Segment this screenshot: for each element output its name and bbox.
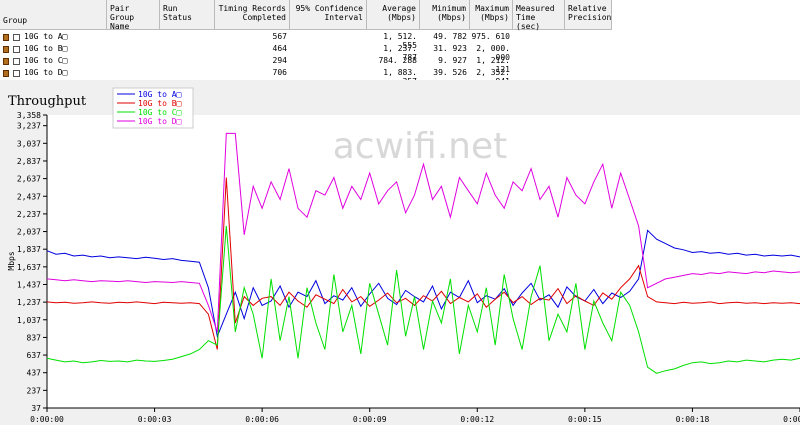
row-icon [3, 34, 9, 41]
column-header: Minimum (Mbps) [420, 0, 470, 30]
y-tick-label: 37 [31, 404, 41, 413]
column-header: Run Status [160, 0, 215, 30]
y-tick-label: 837 [27, 333, 42, 342]
y-tick-label: 637 [27, 351, 42, 360]
row-group: 10G to A□ [24, 32, 68, 41]
row-group: 10G to D□ [24, 68, 68, 77]
legend-label: 10G to B□ [138, 99, 182, 108]
column-header: Relative Precision [565, 0, 612, 30]
cell: 706 [272, 68, 287, 77]
column-header: Maximum (Mbps) [470, 0, 513, 30]
cell: 567 [272, 32, 287, 41]
x-tick-label: 0:00:15 [568, 415, 602, 424]
y-axis-label: Mbps [7, 251, 16, 270]
results-table: Group Pair Group Name Run Status Timing Rec… [0, 0, 800, 86]
y-tick-label: 1,037 [17, 316, 41, 325]
cell: 784. 288 [378, 56, 417, 65]
cell: 1, 237. 787 [383, 44, 417, 62]
cell: 1, 212. 121 [476, 56, 510, 74]
y-tick-label: 237 [27, 386, 42, 395]
x-tick-label: 0:00:12 [460, 415, 494, 424]
watermark: acwifi.net [333, 126, 508, 167]
legend-label: 10G to A□ [138, 90, 182, 99]
chart: Throughput Mbps acwifi.net 37 237 437 637 83… [0, 80, 800, 425]
x-tick-label: 0:00:03 [138, 415, 172, 424]
series-line [46, 177, 800, 350]
y-tick-label: 437 [27, 369, 42, 378]
x-tick-label: 0:00:18 [676, 415, 710, 424]
expand-icon [13, 34, 20, 41]
row-group: 10G to C□ [24, 56, 68, 65]
cell: 975. 610 [471, 32, 510, 41]
y-tick-label: 1,837 [17, 245, 41, 254]
cell: 2, 000. 000 [476, 44, 510, 62]
legend-label: 10G to D□ [138, 117, 182, 126]
expand-icon [13, 58, 20, 65]
legend-label: 10G to C□ [138, 108, 182, 117]
y-tick-label: 1,237 [17, 298, 41, 307]
x-tick-label: 0:00:09 [353, 415, 387, 424]
y-tick-label: 2,637 [17, 175, 41, 184]
cell: 9. 927 [438, 56, 467, 65]
cell: 464 [272, 44, 287, 53]
y-tick-label: 2,837 [17, 157, 41, 166]
cell: 49. 782 [433, 32, 467, 41]
cell: 31. 923 [433, 44, 467, 53]
column-header: Pair Group Name [107, 0, 160, 31]
cell: 39. 526 [433, 68, 467, 77]
column-header: Average (Mbps) [367, 0, 420, 30]
row-icon [3, 70, 9, 77]
series-line [46, 225, 800, 374]
x-tick-label: 0:00:21 [783, 415, 800, 424]
y-tick-label: 1,637 [17, 263, 41, 272]
y-tick-label: 2,037 [17, 228, 41, 237]
y-tick-label: 3,237 [17, 122, 41, 131]
cell: 1, 512. 555 [383, 32, 417, 50]
y-tick-label: 3,037 [17, 139, 41, 148]
chart-title: Throughput [8, 94, 87, 109]
column-header: Timing Records Completed [215, 0, 290, 30]
expand-icon [13, 70, 20, 77]
row-icon [3, 46, 9, 53]
row-group: 10G to B□ [24, 44, 68, 53]
column-header: Measured Time (sec) [513, 0, 565, 31]
y-tick-label: 3,358 [17, 111, 41, 120]
y-tick-label: 2,237 [17, 210, 41, 219]
series-line [46, 229, 800, 339]
y-tick-label: 2,437 [17, 192, 41, 201]
column-header: 95% Confidence Interval [290, 0, 367, 30]
column-header: Group [0, 0, 107, 30]
x-tick-label: 0:00:00 [30, 415, 64, 424]
expand-icon [13, 46, 20, 53]
x-tick-label: 0:00:06 [245, 415, 279, 424]
y-tick-label: 1,437 [17, 280, 41, 289]
cell: 294 [272, 56, 287, 65]
series-line [46, 132, 800, 333]
row-icon [3, 58, 9, 65]
